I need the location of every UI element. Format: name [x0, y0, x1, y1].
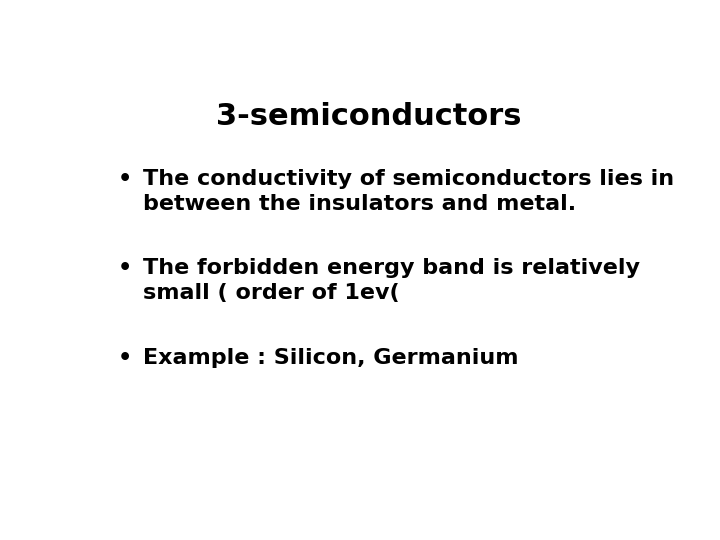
Text: The conductivity of semiconductors lies in
between the insulators and metal.: The conductivity of semiconductors lies … [143, 168, 674, 213]
Text: Example : Silicon, Germanium: Example : Silicon, Germanium [143, 348, 518, 368]
Text: •: • [118, 168, 132, 189]
Text: •: • [118, 348, 132, 368]
Text: The forbidden energy band is relatively
small ( order of 1ev(: The forbidden energy band is relatively … [143, 258, 640, 303]
Text: 3-semiconductors: 3-semiconductors [216, 102, 522, 131]
Text: •: • [118, 258, 132, 278]
